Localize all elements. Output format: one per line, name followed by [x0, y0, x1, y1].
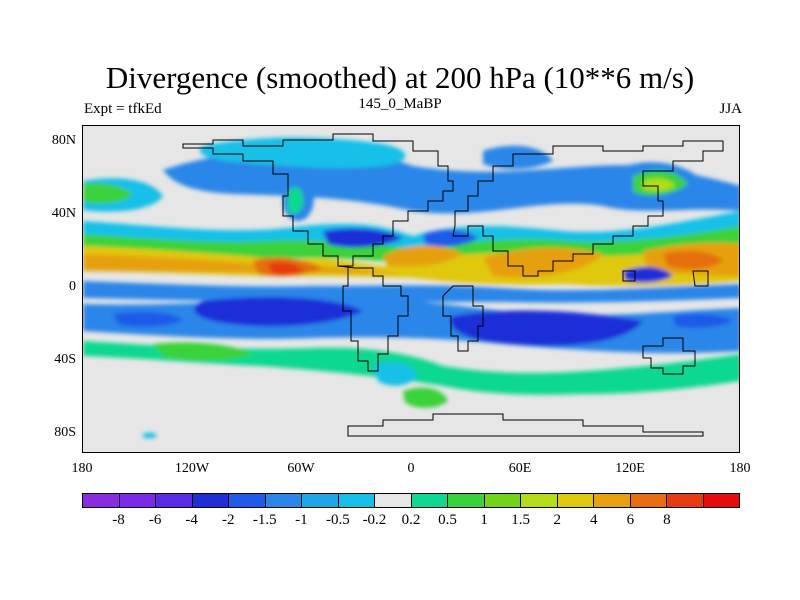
colorbar-swatch — [156, 494, 193, 507]
colorbar-swatch — [302, 494, 339, 507]
colorbar-swatch — [667, 494, 704, 507]
colorbar-swatch — [83, 494, 120, 507]
colorbar-swatch — [229, 494, 266, 507]
colorbar-swatch — [192, 494, 229, 507]
lat-tick-40s: 40S — [54, 352, 76, 367]
colorbar-label: -4 — [185, 512, 198, 528]
colorbar-label: -1.5 — [252, 512, 277, 528]
map-plot — [82, 125, 740, 453]
lon-tick-0: 0 — [407, 461, 415, 476]
season-label: JJA — [719, 101, 742, 117]
colorbar-swatch — [338, 494, 375, 507]
lon-tick-120w: 120W — [174, 461, 210, 476]
lon-tick-60e: 60E — [508, 461, 532, 476]
colorbar-swatch — [119, 494, 156, 507]
lon-tick-120e: 120E — [615, 461, 645, 476]
colorbar-swatch — [448, 494, 485, 507]
colorbar-label: -0.2 — [362, 512, 387, 528]
colorbar-swatch — [265, 494, 302, 507]
colorbar-label: 6 — [626, 512, 635, 528]
colorbar-label: 0.5 — [438, 512, 457, 528]
lon-tick-60w: 60W — [287, 461, 315, 476]
coastlines — [182, 133, 724, 437]
colorbar-label: 1 — [480, 512, 488, 528]
colorbar-label: 0.2 — [401, 512, 421, 528]
colorbar-swatch — [484, 494, 521, 507]
plot-title: Divergence (smoothed) at 200 hPa (10**6 … — [105, 60, 695, 95]
colorbar-swatch — [594, 494, 631, 507]
colorbar-label: -0.5 — [326, 512, 350, 528]
colorbar-swatch — [375, 494, 412, 507]
colorbar-swatch — [557, 494, 594, 507]
divergence-field — [83, 137, 739, 439]
colorbar-swatch — [521, 494, 558, 507]
colorbar-label: -1 — [295, 512, 308, 528]
lon-tick-180w: 180 — [71, 461, 93, 476]
colorbar-label: 2 — [553, 512, 561, 528]
lat-tick-40n: 40N — [51, 206, 76, 221]
case-label: 145_0_MaBP — [358, 96, 442, 112]
colorbar — [82, 493, 740, 508]
experiment-label: Expt = tfkEd — [84, 101, 162, 117]
colorbar-label: -2 — [221, 512, 235, 528]
colorbar-label: 8 — [663, 512, 671, 528]
lon-tick-180e: 180 — [729, 461, 751, 476]
colorbar-swatch — [630, 494, 667, 507]
lat-tick-0: 0 — [69, 279, 76, 294]
colorbar-label: -6 — [148, 512, 162, 528]
colorbar-label: 4 — [590, 512, 598, 528]
lat-tick-80s: 80S — [54, 425, 76, 440]
colorbar-swatch — [703, 494, 739, 507]
map-canvas — [83, 133, 739, 439]
colorbar-label: -8 — [112, 512, 125, 528]
lat-tick-80n: 80N — [51, 133, 76, 148]
colorbar-swatch — [411, 494, 448, 507]
colorbar-label: 1.5 — [511, 512, 531, 528]
